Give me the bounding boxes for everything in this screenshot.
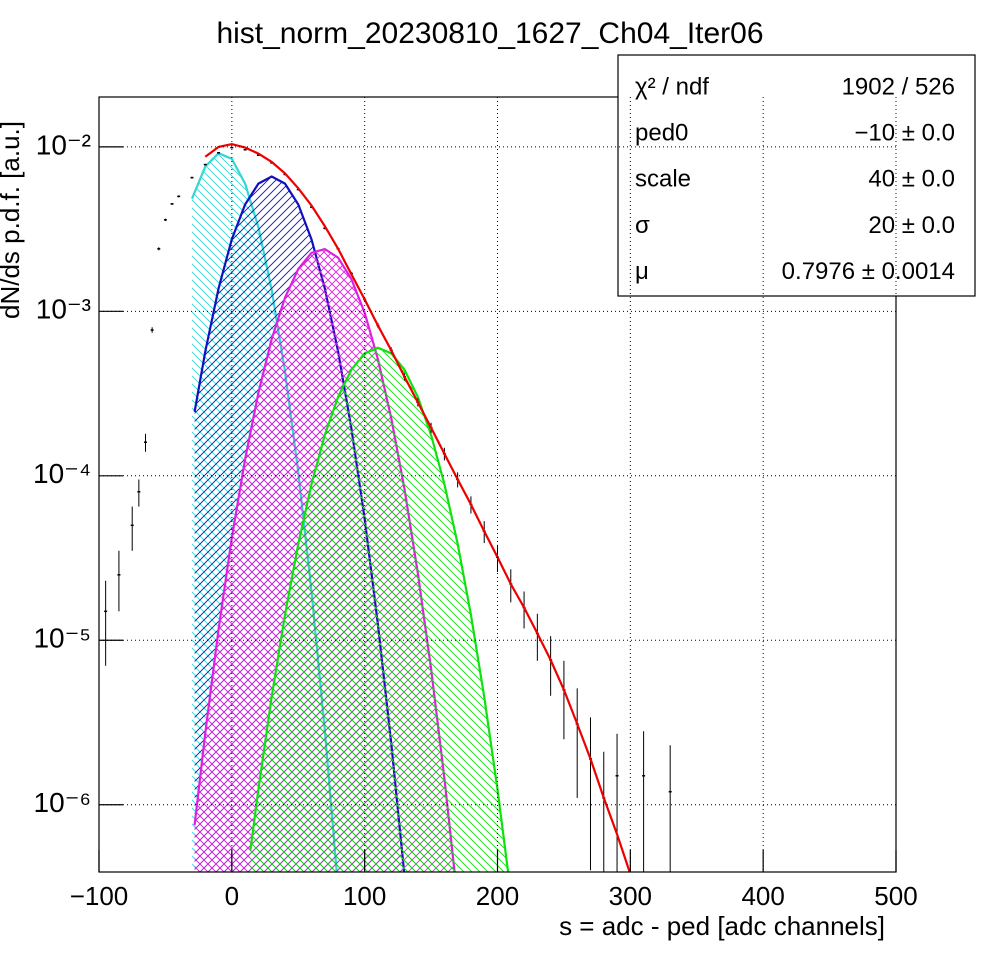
y-tick-label: 10⁻⁴ [33, 458, 91, 489]
plot-area [104, 142, 672, 872]
x-tick-label: 300 [609, 881, 652, 911]
stats-value: 0.7976 ± 0.0014 [782, 258, 955, 285]
stats-value: 20 ± 0.0 [868, 212, 955, 239]
stats-value: 1902 / 526 [842, 73, 955, 100]
stats-label: scale [635, 166, 691, 193]
y-tick-label: 10⁻⁶ [34, 787, 91, 818]
fit-curve [249, 346, 510, 872]
x-tick-label: 400 [741, 881, 784, 911]
x-tick-label: −100 [70, 881, 129, 911]
stats-value: −10 ± 0.0 [854, 120, 955, 147]
stats-box: χ² / ndf 1902 / 526 ped0 −10 ± 0.0 scale 40 ±… [617, 54, 976, 297]
stats-label: ped0 [635, 120, 688, 147]
y-tick-label: 10⁻³ [36, 294, 91, 325]
x-tick-label: 100 [343, 881, 386, 911]
stats-value: 40 ± 0.0 [868, 166, 955, 193]
x-tick-label: 200 [476, 881, 519, 911]
x-tick-label: 500 [874, 881, 917, 911]
stats-frame [617, 54, 976, 297]
y-tick-label: 10⁻² [36, 129, 91, 160]
stats-label: μ [635, 258, 649, 285]
x-axis-label: s = adc - ped [adc channels] [559, 911, 885, 941]
stats-label: σ [635, 212, 650, 239]
fit-curve [204, 142, 631, 872]
stats-label: χ² / ndf [635, 73, 709, 100]
hatch-area [250, 347, 509, 872]
x-tick-label: 0 [225, 881, 239, 911]
y-tick-label: 10⁻⁵ [33, 623, 91, 654]
y-axis-label: dN/ds p.d.f. [a.u.] [0, 121, 25, 319]
chart-title: hist_norm_20230810_1627_Ch04_Iter06 [216, 17, 763, 50]
